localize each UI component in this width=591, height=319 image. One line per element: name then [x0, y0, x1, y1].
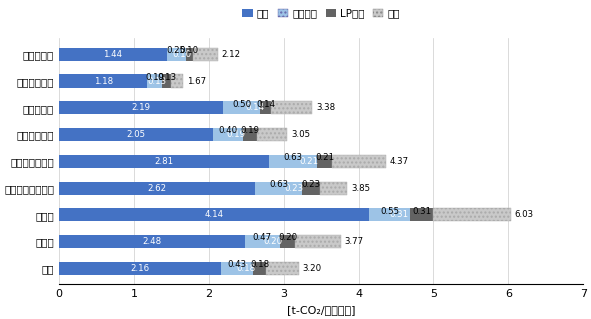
Bar: [256, 128, 287, 141]
Text: 0.20: 0.20: [278, 234, 297, 242]
Text: 0.55: 0.55: [380, 207, 400, 216]
Bar: [167, 48, 186, 61]
Bar: [161, 74, 171, 88]
Text: 0.21: 0.21: [315, 153, 334, 162]
Text: 3.38: 3.38: [316, 103, 335, 112]
Text: 0.63: 0.63: [284, 153, 303, 162]
Bar: [280, 235, 295, 248]
Text: 1.67: 1.67: [187, 77, 206, 85]
Bar: [255, 182, 303, 195]
Bar: [253, 262, 267, 275]
Text: 0.47: 0.47: [253, 234, 272, 242]
Text: 0.19: 0.19: [145, 73, 164, 82]
Bar: [59, 155, 269, 168]
Text: 2.62: 2.62: [148, 184, 167, 193]
Text: 1.44: 1.44: [103, 50, 122, 59]
Bar: [223, 101, 261, 115]
Text: 2.05: 2.05: [126, 130, 145, 139]
Bar: [433, 208, 511, 221]
Bar: [410, 208, 433, 221]
Bar: [171, 74, 183, 88]
Text: 0.19: 0.19: [226, 130, 245, 139]
Text: 2.12: 2.12: [222, 50, 241, 59]
Bar: [59, 235, 245, 248]
Legend: 電気, 都市ガス, LPガス, 灯油: 電気, 都市ガス, LPガス, 灯油: [238, 4, 404, 22]
Text: 0.31: 0.31: [413, 207, 431, 216]
Text: 2.16: 2.16: [131, 264, 150, 273]
Text: 0.18: 0.18: [250, 260, 269, 269]
Bar: [303, 182, 320, 195]
Text: 0.40: 0.40: [218, 126, 237, 135]
Bar: [320, 182, 348, 195]
Bar: [59, 208, 369, 221]
Text: 6.03: 6.03: [514, 210, 534, 219]
Text: 0.10: 0.10: [180, 46, 199, 55]
Text: 3.20: 3.20: [303, 264, 322, 273]
Text: 0.14: 0.14: [246, 103, 265, 112]
Bar: [59, 101, 223, 115]
Bar: [269, 155, 317, 168]
Bar: [147, 74, 161, 88]
Bar: [213, 128, 242, 141]
Text: 0.43: 0.43: [228, 260, 246, 269]
Text: 3.05: 3.05: [291, 130, 310, 139]
Bar: [59, 74, 147, 88]
Text: 0.13: 0.13: [147, 77, 166, 85]
Text: 2.81: 2.81: [155, 157, 174, 166]
Text: 0.25: 0.25: [167, 46, 186, 55]
Bar: [245, 235, 280, 248]
Text: 0.23: 0.23: [301, 180, 320, 189]
Bar: [332, 155, 387, 168]
Bar: [267, 262, 298, 275]
Bar: [369, 208, 410, 221]
Bar: [59, 262, 221, 275]
Text: 0.20: 0.20: [263, 237, 282, 246]
Bar: [221, 262, 253, 275]
Bar: [186, 48, 193, 61]
Text: 0.14: 0.14: [256, 100, 275, 108]
Text: 0.50: 0.50: [232, 100, 251, 108]
Text: 0.10: 0.10: [173, 50, 191, 59]
Text: 4.14: 4.14: [204, 210, 223, 219]
Text: 0.19: 0.19: [240, 126, 259, 135]
Text: 2.48: 2.48: [142, 237, 161, 246]
Bar: [193, 48, 218, 61]
Bar: [59, 182, 255, 195]
X-axis label: [t-CO₂/世帯・年]: [t-CO₂/世帯・年]: [287, 305, 355, 315]
Text: 0.18: 0.18: [236, 264, 256, 273]
Text: 0.23: 0.23: [284, 184, 303, 193]
Text: 0.63: 0.63: [269, 180, 288, 189]
Bar: [59, 48, 167, 61]
Text: 0.21: 0.21: [299, 157, 319, 166]
Bar: [261, 101, 271, 115]
Text: 3.77: 3.77: [345, 237, 363, 246]
Text: 1.18: 1.18: [93, 77, 113, 85]
Text: 2.19: 2.19: [132, 103, 151, 112]
Text: 4.37: 4.37: [390, 157, 409, 166]
Text: 0.31: 0.31: [389, 210, 408, 219]
Bar: [317, 155, 332, 168]
Text: 0.13: 0.13: [157, 73, 176, 82]
Bar: [295, 235, 340, 248]
Bar: [59, 128, 213, 141]
Bar: [271, 101, 312, 115]
Text: 3.85: 3.85: [351, 184, 370, 193]
Bar: [242, 128, 256, 141]
